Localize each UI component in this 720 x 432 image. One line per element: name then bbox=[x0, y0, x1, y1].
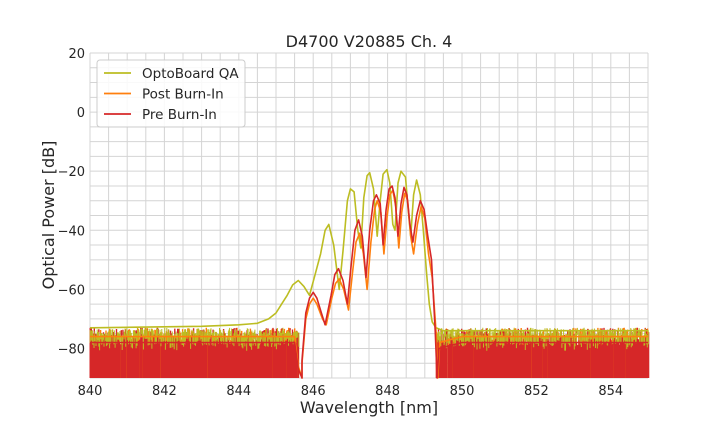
plot-area bbox=[89, 52, 650, 379]
chart-title: D4700 V20885 Ch. 4 bbox=[286, 32, 453, 51]
series-lines bbox=[89, 168, 648, 379]
x-tick-label: 844 bbox=[226, 384, 251, 399]
legend-label: Post Burn-In bbox=[142, 87, 224, 103]
y-tick-label: −40 bbox=[58, 224, 85, 239]
legend-box bbox=[96, 59, 246, 128]
y-axis-title: Optical Power [dB] bbox=[39, 141, 58, 290]
y-tick-label: 20 bbox=[68, 47, 85, 62]
y-tick-label: 0 bbox=[77, 106, 85, 121]
y-tick-label: −20 bbox=[58, 165, 85, 180]
x-tick-label: 846 bbox=[301, 384, 326, 399]
series-line-post-burn-in bbox=[90, 189, 648, 379]
x-tick-label: 840 bbox=[78, 384, 103, 399]
x-tick-label: 850 bbox=[450, 384, 475, 399]
series-line-pre-burn-in bbox=[90, 185, 648, 379]
legend-label: Pre Burn-In bbox=[142, 107, 217, 123]
x-tick-label: 854 bbox=[598, 384, 623, 399]
y-tick-labels: 20 0 −20 −40 −60 −80 bbox=[58, 47, 85, 357]
noise-pre-burn-in bbox=[89, 327, 650, 378]
series-line-optoboard-qa bbox=[89, 168, 648, 332]
y-tick-label: −80 bbox=[58, 342, 85, 357]
legend: OptoBoard QA Post Burn-In Pre Burn-In bbox=[96, 59, 246, 128]
legend-label: OptoBoard QA bbox=[142, 66, 239, 82]
x-tick-label: 852 bbox=[524, 384, 549, 399]
x-tick-label: 842 bbox=[152, 384, 177, 399]
x-axis-title: Wavelength [nm] bbox=[300, 398, 438, 417]
x-tick-label: 848 bbox=[375, 384, 400, 399]
x-tick-labels: 840 842 844 846 848 850 852 854 bbox=[78, 384, 624, 399]
noise-floor bbox=[89, 327, 650, 378]
y-tick-label: −60 bbox=[58, 283, 85, 298]
